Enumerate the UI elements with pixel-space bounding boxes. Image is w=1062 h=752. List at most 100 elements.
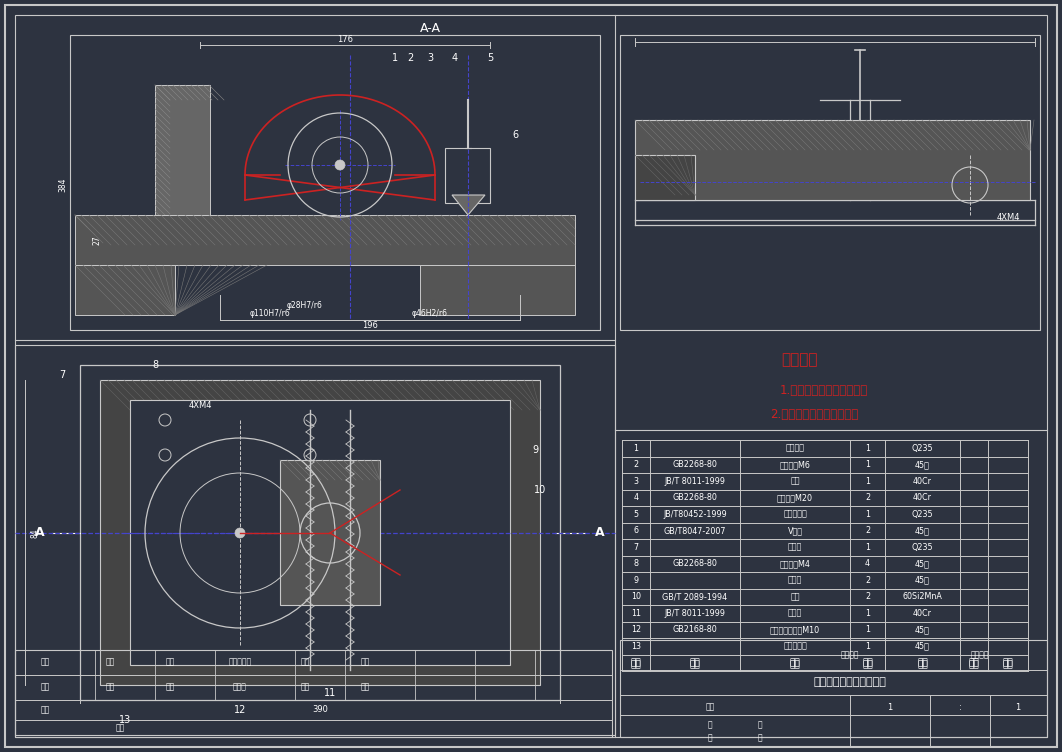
Text: φ46H2/r6: φ46H2/r6 — [412, 308, 448, 317]
Text: 2: 2 — [864, 593, 870, 602]
Text: JB/T80452-1999: JB/T80452-1999 — [663, 510, 726, 519]
Text: 可调钻模套: 可调钻模套 — [783, 510, 807, 519]
Text: 属性: 属性 — [1003, 658, 1013, 667]
Bar — [635, 120, 1030, 200]
Text: 27: 27 — [92, 235, 102, 245]
Text: 数量: 数量 — [105, 657, 115, 666]
Text: 40Cr: 40Cr — [913, 609, 932, 617]
Text: 2: 2 — [864, 526, 870, 535]
Text: φ110H7/r6: φ110H7/r6 — [250, 308, 290, 317]
Text: 1: 1 — [866, 477, 870, 486]
Text: 分区: 分区 — [166, 657, 174, 666]
Bar — [635, 155, 695, 200]
Text: Q235: Q235 — [911, 543, 933, 552]
Text: 签名: 签名 — [301, 657, 310, 666]
Text: 数量: 数量 — [862, 658, 873, 667]
Bar — [100, 380, 539, 685]
Text: 12: 12 — [234, 705, 246, 715]
Text: 标准化: 标准化 — [233, 683, 247, 692]
Text: 196: 196 — [362, 320, 378, 329]
Text: 12: 12 — [631, 625, 641, 634]
Text: 2: 2 — [407, 53, 413, 63]
Text: 2.按油漆技术条件上底漆。: 2.按油漆技术条件上底漆。 — [770, 408, 858, 422]
Text: 4: 4 — [634, 493, 638, 502]
Text: 40Cr: 40Cr — [913, 493, 932, 502]
Text: 序号: 序号 — [105, 683, 115, 692]
Circle shape — [235, 528, 245, 538]
Text: 7: 7 — [633, 543, 638, 552]
Text: 1: 1 — [866, 625, 870, 634]
Polygon shape — [75, 215, 575, 265]
Text: 11: 11 — [631, 609, 641, 617]
Text: 1: 1 — [866, 460, 870, 469]
Text: 占轮: 占轮 — [790, 477, 800, 486]
Text: 1: 1 — [866, 641, 870, 650]
Text: JB/T 8011-1999: JB/T 8011-1999 — [665, 609, 725, 617]
Text: 日期: 日期 — [166, 683, 174, 692]
Text: 一字螺钉M4: 一字螺钉M4 — [780, 559, 810, 569]
Text: 2: 2 — [864, 576, 870, 585]
Text: 1: 1 — [392, 53, 398, 63]
Text: 弹簧: 弹簧 — [790, 593, 800, 602]
Text: A-A: A-A — [419, 22, 441, 35]
Text: 4XM4: 4XM4 — [996, 214, 1020, 223]
Text: 共: 共 — [707, 720, 713, 729]
Text: 六角头压紧螺钉M10: 六角头压紧螺钉M10 — [770, 625, 820, 634]
Text: 2: 2 — [864, 493, 870, 502]
Text: 附注: 附注 — [40, 705, 50, 714]
Text: 数量标记: 数量标记 — [841, 650, 859, 660]
Text: 10: 10 — [631, 593, 641, 602]
Text: 导向杆: 导向杆 — [788, 576, 802, 585]
Text: :: : — [959, 702, 961, 711]
Bar — [445, 148, 490, 203]
Bar — [15, 650, 612, 737]
Text: 3: 3 — [427, 53, 433, 63]
Text: 13: 13 — [631, 641, 641, 650]
Text: 5: 5 — [633, 510, 638, 519]
Text: 2: 2 — [633, 460, 638, 469]
Text: 日期: 日期 — [360, 657, 370, 666]
Text: 日期: 日期 — [360, 683, 370, 692]
Text: 9: 9 — [532, 445, 538, 455]
Text: 13: 13 — [119, 715, 131, 725]
Text: 390: 390 — [312, 705, 328, 714]
Text: JB/T 8011-1999: JB/T 8011-1999 — [665, 477, 725, 486]
Bar — [130, 400, 510, 665]
Text: Q235: Q235 — [911, 510, 933, 519]
Text: 1: 1 — [866, 510, 870, 519]
Text: 1: 1 — [888, 702, 893, 711]
Text: 材料: 材料 — [918, 658, 928, 667]
Text: 重量: 重量 — [969, 660, 979, 669]
Text: 1: 1 — [866, 543, 870, 552]
Bar — [620, 640, 1047, 737]
Text: 张: 张 — [757, 733, 763, 742]
Text: 张: 张 — [757, 720, 763, 729]
Polygon shape — [452, 195, 485, 215]
Text: A: A — [595, 526, 605, 539]
Text: 1: 1 — [866, 444, 870, 453]
Text: 技术要求: 技术要求 — [782, 353, 818, 368]
Bar — [280, 460, 380, 605]
Text: GB/T 2089-1994: GB/T 2089-1994 — [663, 593, 727, 602]
Text: 序号: 序号 — [631, 660, 641, 669]
Text: GB2268-80: GB2268-80 — [672, 559, 718, 569]
Text: φ28H7/r6: φ28H7/r6 — [287, 301, 323, 310]
Polygon shape — [419, 265, 575, 315]
Text: GB2268-80: GB2268-80 — [672, 460, 718, 469]
Text: 4: 4 — [866, 559, 870, 569]
Text: 1: 1 — [634, 444, 638, 453]
Text: 6: 6 — [512, 130, 518, 140]
Text: 10: 10 — [534, 485, 546, 495]
Text: 45钢: 45钢 — [915, 576, 930, 585]
Text: 4XM4: 4XM4 — [188, 401, 211, 410]
Text: 双头拉臂钻孔夹具装配图: 双头拉臂钻孔夹具装配图 — [813, 677, 887, 687]
Text: 代号: 代号 — [689, 660, 700, 669]
Text: GB2268-80: GB2268-80 — [672, 493, 718, 502]
Text: 40Cr: 40Cr — [913, 477, 932, 486]
Text: 代号: 代号 — [689, 658, 700, 667]
Text: 属性: 属性 — [1003, 660, 1013, 669]
Text: 占轮底座: 占轮底座 — [786, 444, 805, 453]
Text: GB/T8047-2007: GB/T8047-2007 — [664, 526, 726, 535]
Bar — [70, 35, 600, 330]
Text: 更改文件号: 更改文件号 — [228, 657, 252, 666]
